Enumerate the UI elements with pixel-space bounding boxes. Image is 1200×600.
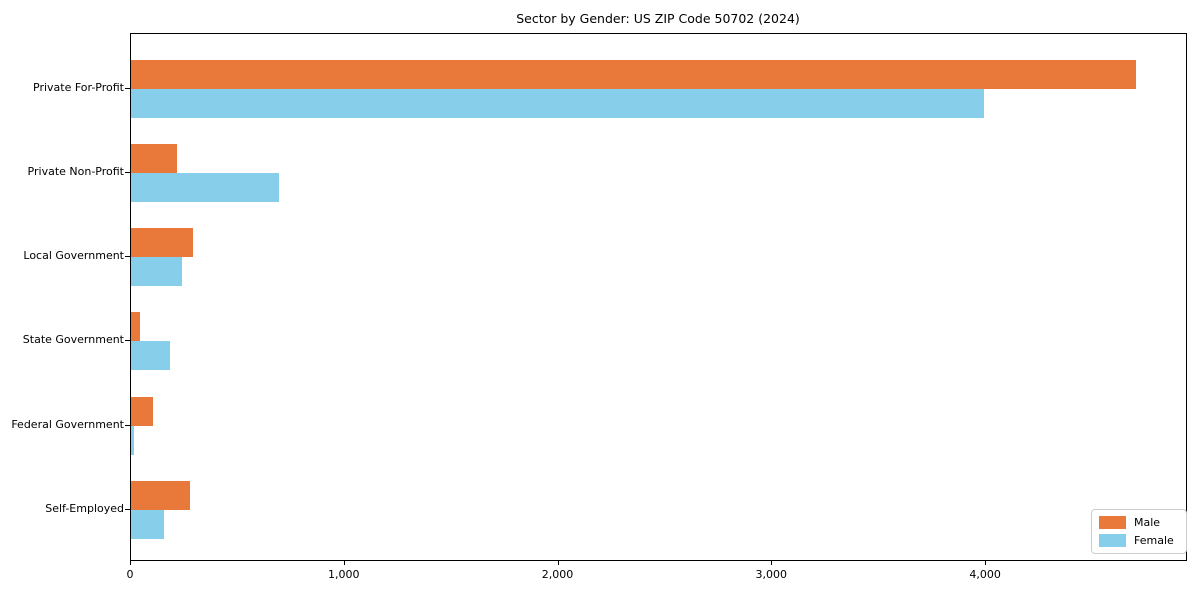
x-tick-mark: [985, 561, 987, 565]
bar-male-2: [131, 228, 193, 258]
y-tick-mark: [125, 424, 130, 426]
x-tick-label: 4,000: [969, 568, 1001, 581]
y-tick-label: Local Government: [23, 249, 124, 263]
bar-male-4: [131, 396, 154, 426]
y-tick-mark: [125, 256, 130, 258]
bar-male-3: [131, 312, 140, 342]
x-tick-mark: [130, 561, 131, 565]
legend-entry-male: Male: [1099, 516, 1174, 529]
bar-female-1: [131, 172, 279, 202]
x-tick-mark: [343, 561, 345, 565]
y-tick-label: Federal Government: [11, 417, 124, 431]
x-tick-label: 2,000: [541, 568, 574, 581]
x-tick-mark: [557, 561, 559, 565]
y-tick-mark: [125, 340, 130, 342]
bar-male-1: [131, 143, 177, 173]
legend-label: Female: [1134, 534, 1174, 547]
bar-male-5: [131, 480, 190, 510]
x-tick-label: 1,000: [328, 568, 360, 581]
x-tick-label: 0: [126, 568, 134, 581]
legend-entry-female: Female: [1099, 534, 1174, 547]
bar-female-2: [131, 257, 183, 287]
legend-swatch-female: [1099, 534, 1126, 547]
bar-male-0: [131, 59, 1136, 89]
bar-female-0: [131, 88, 984, 118]
bar-female-4: [131, 425, 135, 455]
x-tick-label: 3,000: [755, 568, 788, 581]
x-tick-mark: [771, 561, 773, 565]
chart-title: Sector by Gender: US ZIP Code 50702 (202…: [516, 11, 800, 26]
bar-female-3: [131, 341, 170, 371]
legend: Male Female: [1091, 509, 1187, 554]
y-tick-mark: [125, 508, 130, 510]
plot-area: [130, 33, 1187, 561]
y-tick-mark: [125, 87, 130, 89]
y-tick-label: State Government: [22, 333, 124, 347]
legend-swatch-male: [1099, 516, 1126, 529]
legend-label: Male: [1134, 516, 1161, 529]
y-tick-label: Self-Employed: [45, 501, 124, 515]
bar-female-5: [131, 509, 165, 539]
y-tick-label: Private For-Profit: [33, 80, 124, 94]
y-tick-mark: [125, 171, 130, 173]
y-tick-label: Private Non-Profit: [27, 164, 124, 178]
